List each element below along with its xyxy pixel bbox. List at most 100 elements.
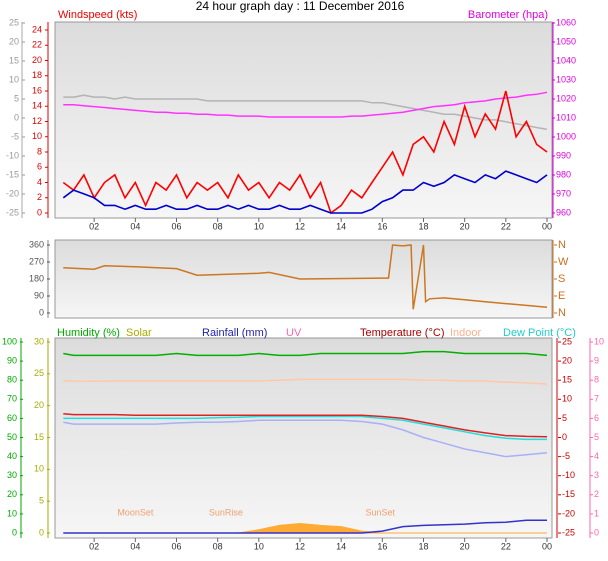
y-tick-label: 0 <box>562 432 567 442</box>
y-tick-label: S <box>558 273 565 285</box>
x-tick-label: 22 <box>501 541 511 551</box>
y-tick-label: 990 <box>556 150 571 160</box>
y-tick-label: 10 <box>7 508 17 518</box>
y-tick-label: 0 <box>37 207 42 217</box>
event-label: SunSet <box>366 507 396 517</box>
series-line <box>62 90 548 215</box>
y-tick-label: 5 <box>594 432 599 442</box>
y-tick-label: 15 <box>34 432 44 442</box>
x-tick-label: 16 <box>377 221 387 231</box>
x-tick-label: 06 <box>171 221 181 231</box>
y-tick-label: 30 <box>7 470 17 480</box>
y-tick-label: 8 <box>594 375 599 385</box>
plot-area <box>54 21 553 219</box>
y-tick-label: 1020 <box>556 93 576 103</box>
y-tick-label: 20 <box>562 355 572 365</box>
axis-title: Barometer (hpa) <box>468 9 548 21</box>
x-tick-label: 04 <box>130 541 140 551</box>
x-tick-label: 00 <box>542 221 552 231</box>
series-line <box>62 170 548 214</box>
x-tick-label: 12 <box>295 221 305 231</box>
y-tick-label: 270 <box>29 256 44 266</box>
x-tick-label: 20 <box>460 541 470 551</box>
y-tick-label: 1030 <box>556 74 576 84</box>
x-tick-label: 20 <box>460 221 470 231</box>
y-tick-label: 180 <box>29 273 44 283</box>
y-tick-label: 0 <box>594 527 599 537</box>
y-tick-label: 10 <box>9 74 19 84</box>
y-tick-label: E <box>558 290 565 302</box>
x-tick-label: 10 <box>254 221 264 231</box>
y-tick-label: -15 <box>6 169 19 179</box>
y-tick-label: 8 <box>37 146 42 156</box>
y-tick-label: 10 <box>32 131 42 141</box>
y-tick-label: W <box>558 256 569 268</box>
y-tick-label: 6 <box>594 413 599 423</box>
y-tick-label: -15 <box>562 489 575 499</box>
y-tick-label: -10 <box>562 470 575 480</box>
x-tick-label: 08 <box>213 221 223 231</box>
series-line <box>63 244 548 310</box>
y-tick-label: 70 <box>7 394 17 404</box>
legend-label: Solar <box>126 327 152 339</box>
x-tick-label: 02 <box>89 541 99 551</box>
y-tick-label: 25 <box>34 368 44 378</box>
y-tick-label: 0 <box>12 527 17 537</box>
x-tick-label: 16 <box>377 541 387 551</box>
y-tick-label: 0 <box>39 307 44 317</box>
x-tick-label: 02 <box>89 221 99 231</box>
y-tick-label: 1050 <box>556 36 576 46</box>
y-tick-label: 1010 <box>556 112 576 122</box>
y-tick-label: 1060 <box>556 17 576 27</box>
y-tick-label: 50 <box>7 432 17 442</box>
y-tick-label: 0 <box>14 112 19 122</box>
y-tick-label: 80 <box>7 375 17 385</box>
y-tick-label: 2 <box>37 192 42 202</box>
y-tick-label: 15 <box>9 55 19 65</box>
x-tick-label: 18 <box>418 541 428 551</box>
x-tick-label: 12 <box>295 541 305 551</box>
y-tick-label: 9 <box>594 355 599 365</box>
y-tick-label: -20 <box>6 188 19 198</box>
y-tick-label: 30 <box>34 336 44 346</box>
y-tick-label: 10 <box>562 394 572 404</box>
series-line <box>63 378 548 385</box>
y-tick-label: 100 <box>2 336 17 346</box>
series-line <box>63 91 548 118</box>
y-tick-label: -5 <box>562 451 570 461</box>
y-tick-label: 1000 <box>556 131 576 141</box>
y-tick-label: 980 <box>556 169 571 179</box>
x-tick-label: 14 <box>336 541 346 551</box>
y-tick-label: 20 <box>32 55 42 65</box>
y-tick-label: 10 <box>34 464 44 474</box>
plot-area <box>54 337 553 539</box>
y-tick-label: 90 <box>7 355 17 365</box>
axis-title: Windspeed (kts) <box>58 9 137 21</box>
series-line <box>63 415 547 441</box>
y-tick-label: 360 <box>29 239 44 249</box>
y-tick-label: -25 <box>6 207 19 217</box>
y-tick-label: 6 <box>37 162 42 172</box>
event-label: SunRise <box>209 507 243 517</box>
x-tick-label: 00 <box>542 541 552 551</box>
y-tick-label: 60 <box>7 413 17 423</box>
y-tick-label: 40 <box>7 451 17 461</box>
y-tick-label: 5 <box>14 93 19 103</box>
y-tick-label: N <box>558 239 566 251</box>
series-line <box>63 519 547 534</box>
y-tick-label: -10 <box>6 150 19 160</box>
x-tick-label: 22 <box>501 221 511 231</box>
event-label: MoonSet <box>117 507 154 517</box>
y-tick-label: 20 <box>34 400 44 410</box>
y-tick-label: 1 <box>594 508 599 518</box>
series-line <box>63 419 548 458</box>
y-tick-label: 90 <box>34 290 44 300</box>
y-tick-label: 960 <box>556 207 571 217</box>
chart-title: 24 hour graph day : 11 December 2016 <box>196 0 405 13</box>
y-tick-label: 1040 <box>556 55 576 65</box>
y-tick-label: 15 <box>562 375 572 385</box>
y-tick-label: 5 <box>562 413 567 423</box>
legend-label: Rainfall (mm) <box>202 327 267 339</box>
y-tick-label: 16 <box>32 85 42 95</box>
y-tick-label: 3 <box>594 470 599 480</box>
